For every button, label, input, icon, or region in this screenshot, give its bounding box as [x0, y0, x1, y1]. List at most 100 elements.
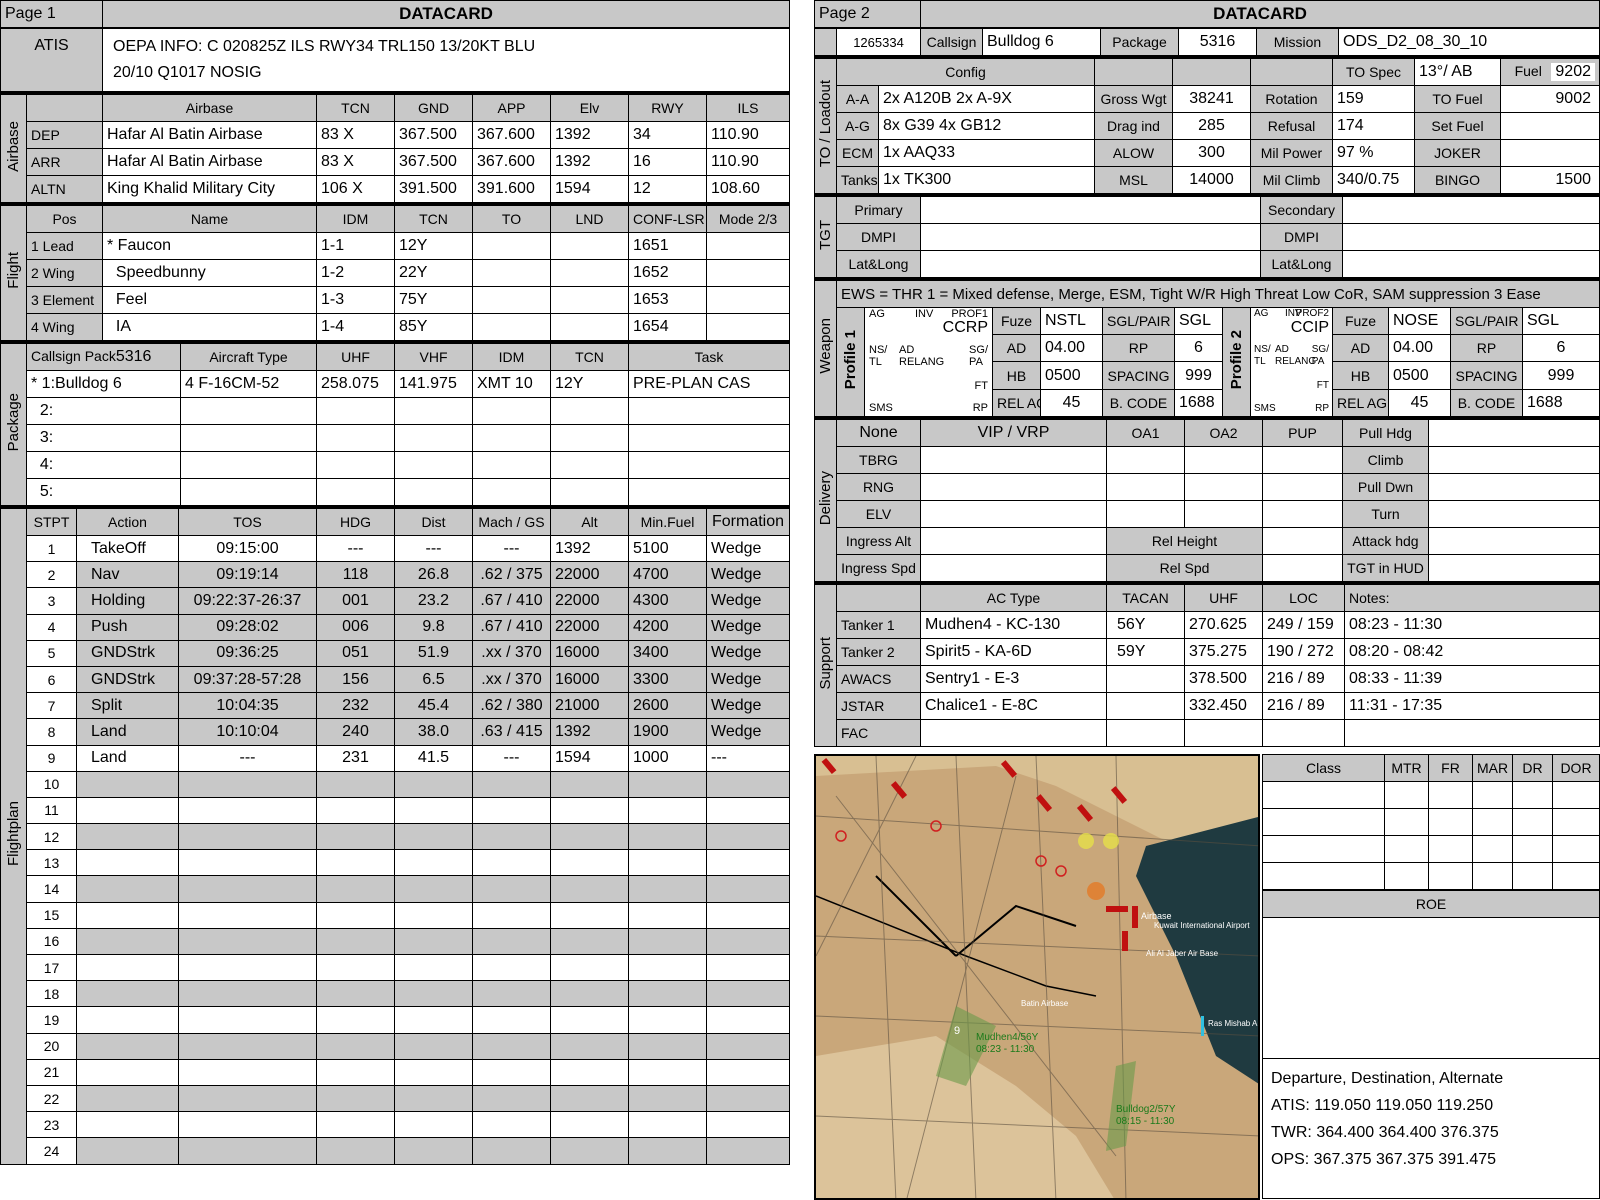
support-note: 08:20 - 08:42: [1344, 638, 1600, 666]
map-label-mudhen: Mudhen4/56Y: [976, 1032, 1039, 1043]
airbase-row: ARR Hafar Al Batin Airbase 83 X 367.500 367.…: [1, 148, 790, 176]
flightplan-hdg: [316, 953, 395, 982]
table-cell: [1262, 554, 1343, 583]
package-col-header: UHF: [316, 343, 395, 371]
table-cell: [1552, 862, 1600, 890]
delivery-row: ELV Turn: [815, 500, 1600, 528]
flightplan-hdg: [316, 980, 395, 1008]
support-loc: 249 / 159: [1262, 611, 1345, 639]
flightplan-hdg: 156: [316, 665, 395, 694]
flightplan-action: [76, 927, 179, 956]
class-row: [1262, 835, 1600, 863]
route-map[interactable]: Airbase Kuwait International Airport Ali…: [814, 754, 1260, 1200]
flightplan-action: Holding: [76, 587, 179, 615]
support-ac: Sentry1 - E-3: [920, 665, 1107, 693]
flightplan-form: Wedge: [706, 665, 790, 694]
table-cell: [920, 473, 1107, 501]
atis-line2: 20/10 Q1017 NOSIG: [113, 64, 262, 81]
flightplan-action: [76, 1006, 179, 1034]
freqs-atis: ATIS: 119.050 119.050 119.250: [1271, 1097, 1494, 1114]
flightplan-fuel: [628, 980, 707, 1008]
profile2-agl: 45: [1388, 388, 1451, 419]
stpt-number: 16: [26, 927, 77, 956]
loadout-key3: BINGO: [1414, 166, 1501, 195]
flightplan-mach: [472, 1084, 551, 1113]
weapon-section: Weapon EWS = THR 1 = Mixed defense, Merg…: [814, 280, 1600, 419]
delivery-row: Ingress Alt Rel Height Attack hdg: [815, 527, 1600, 555]
flightplan-action: Split: [76, 692, 179, 720]
package-tcn: [550, 478, 629, 507]
airbase-elv: 1594: [550, 175, 629, 204]
tgt-right-value: [1342, 223, 1600, 251]
flightplan-dist: [394, 1084, 473, 1113]
flight-side-label: Flight: [0, 205, 27, 342]
flightplan-tos: [178, 1137, 317, 1165]
flightplan-hdg: 232: [316, 692, 395, 720]
airbase-app: 367.600: [472, 121, 551, 149]
support-row-label: JSTAR: [836, 692, 921, 720]
package-col-header: VHF: [394, 343, 473, 371]
tgt-row: TGT Primary Secondary: [814, 196, 1600, 279]
airbase-rwy: 16: [628, 148, 707, 176]
flightplan-alt: [550, 1058, 629, 1086]
tgt-right-label: Lat&Long: [1260, 250, 1343, 279]
flightplan-alt: 22000: [550, 587, 629, 615]
flightplan-mach: .63 / 415: [472, 718, 551, 746]
callsign-pack-label: Callsign Pack: [31, 348, 116, 364]
map-label-ras-mishab: Ras Mishab A: [1208, 1019, 1258, 1028]
flight-to: [472, 232, 551, 260]
flightplan-tos: 09:28:02: [178, 613, 317, 641]
flight-conf: 1651: [628, 232, 707, 260]
support-uhf: 378.500: [1184, 665, 1263, 693]
flight-col-header: LND: [550, 205, 629, 233]
stpt-number: 1: [26, 534, 77, 563]
flightplan-alt: [550, 953, 629, 982]
table-cell: [1512, 808, 1553, 836]
flight-idm: 1-2: [316, 259, 395, 287]
loadout-row: Tanks 1x TK300 MSL 14000 Mil Climb 340/0.75 BI…: [815, 166, 1600, 195]
flight-mode: [706, 259, 790, 287]
tgt-right-label: DMPI: [1260, 223, 1343, 251]
flightplan-fuel: [628, 901, 707, 929]
flightplan-dist: 45.4: [394, 692, 473, 720]
flightplan-row: 2 Nav 09:19:14 118 26.8.62 / 375 22000 4700 Wed…: [1, 561, 790, 589]
profile2-sgl: SGL: [1522, 306, 1600, 336]
table-cell: [1428, 808, 1473, 836]
flightplan-tos: 09:37:28-57:28: [178, 665, 317, 694]
table-cell: [920, 527, 1107, 555]
fuel-value: 9202: [1551, 63, 1595, 81]
package-cs: 2:: [26, 397, 181, 425]
table-cell: [1428, 554, 1600, 583]
stpt-number: 11: [26, 796, 77, 825]
table-cell: [1472, 808, 1513, 836]
support-ac: [920, 719, 1107, 747]
flightplan-action: GNDStrk: [76, 639, 179, 667]
package-task: [628, 478, 790, 507]
airbase-header-row: Airbase Airbase TCN GND APP Elv RWY ILS: [0, 94, 790, 204]
flightplan-fuel: [628, 796, 707, 825]
flightplan-hdg: [316, 1006, 395, 1034]
flightplan-fuel: [628, 875, 707, 903]
callsign-label: Callsign: [920, 28, 983, 57]
flightplan-dist: [394, 953, 473, 982]
delivery-table: Delivery None VIP / VRP OA1 OA2 PUP Pull Hdg TB…: [814, 419, 1600, 584]
delivery-right-label: Climb: [1342, 446, 1429, 474]
flightplan-row: 18: [1, 980, 790, 1008]
roe-table: ROE: [1262, 890, 1600, 1059]
package-vhf: [394, 397, 473, 425]
support-header-row: Support AC Type TACAN UHF LOC Notes:: [814, 584, 1600, 747]
package-vhf: [394, 478, 473, 507]
flightplan-mach: ---: [472, 744, 551, 772]
stpt-number: 24: [26, 1137, 77, 1165]
stpt-number: 2: [26, 561, 77, 589]
package-cs: 3:: [26, 424, 181, 452]
profile2-hb: 0500: [1388, 361, 1451, 390]
support-row-label: AWACS: [836, 665, 921, 693]
flight-idm: 1-3: [316, 286, 395, 314]
atis-section: ATIS OEPA INFO: C 020825Z ILS RWY34 TRL1…: [0, 28, 790, 94]
package-vhf: [394, 424, 473, 452]
delivery-left-label: ELV: [836, 500, 921, 528]
flightplan-tos: 09:19:14: [178, 561, 317, 589]
flightplan-action: [76, 953, 179, 982]
flightplan-tos: [178, 1111, 317, 1139]
